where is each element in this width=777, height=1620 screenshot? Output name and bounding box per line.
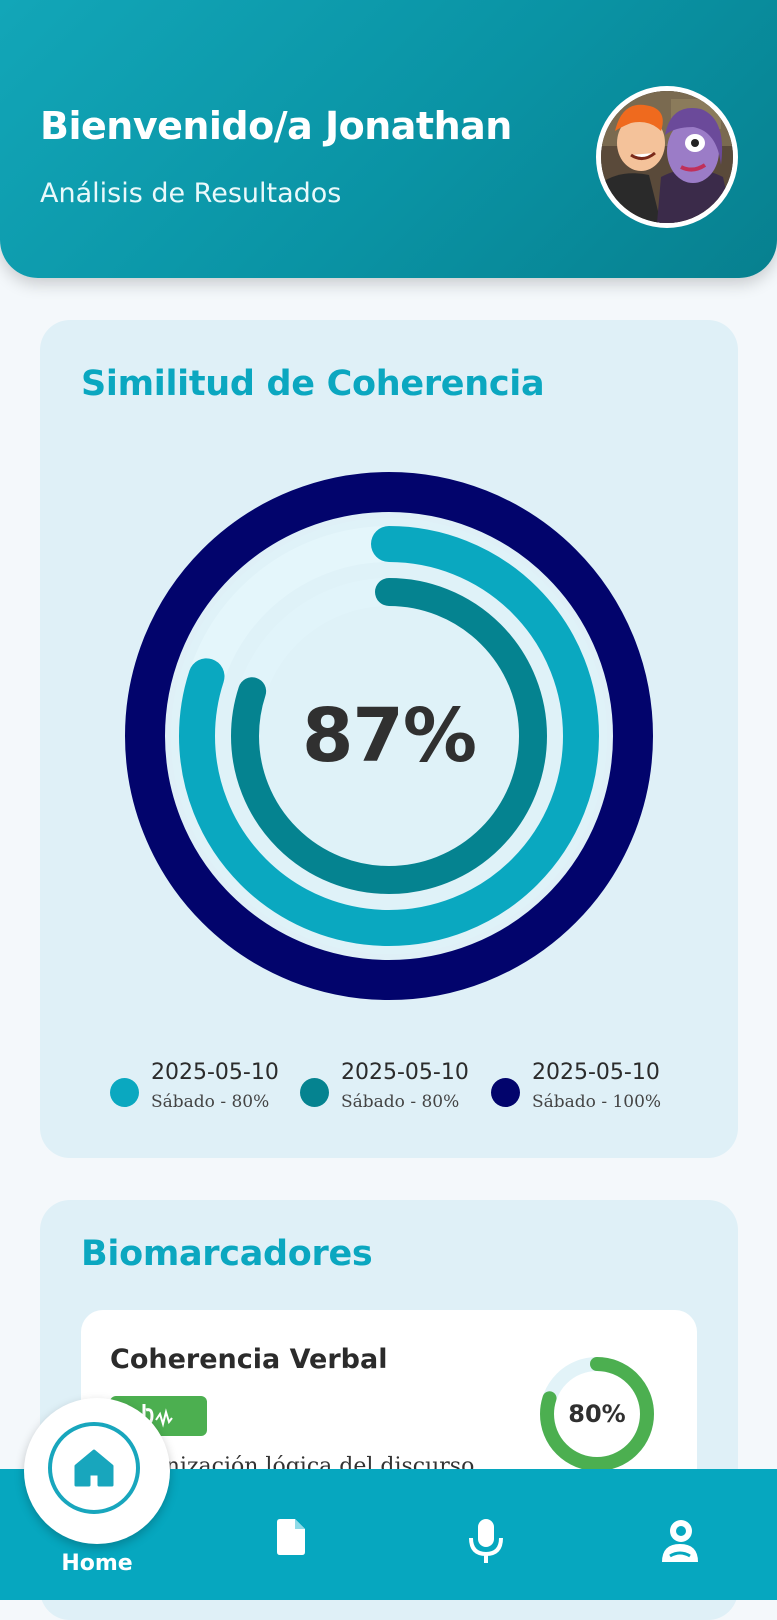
legend-dot — [491, 1078, 520, 1107]
nav-home-label: Home — [61, 1551, 133, 1576]
biomarker-value: 80% — [568, 1400, 626, 1428]
microphone-icon — [469, 1519, 503, 1563]
ring-chart-svg — [125, 472, 653, 1000]
coherence-ring-chart: 87% — [125, 472, 653, 1000]
legend-detail: Sábado - 80% — [151, 1092, 270, 1112]
coherence-card: Similitud de Coherencia 87% 2025-05-10 S… — [40, 320, 738, 1158]
legend-detail: Sábado - 100% — [532, 1092, 662, 1112]
legend-date: 2025-05-10 — [151, 1060, 279, 1085]
nav-home-ring — [48, 1422, 140, 1514]
biomarkers-title: Biomarcadores — [81, 1234, 373, 1274]
header: Bienvenido/a Jonathan Análisis de Result… — [0, 0, 777, 278]
biomarker-ring-svg — [540, 1357, 654, 1471]
coherence-title: Similitud de Coherencia — [81, 364, 545, 404]
biomarker-ring: 80% — [537, 1354, 657, 1474]
nav-documents-button[interactable] — [276, 1518, 306, 1560]
avatar-image — [601, 91, 733, 223]
ring-arc-2 — [231, 578, 547, 894]
legend-date: 2025-05-10 — [341, 1060, 469, 1085]
legend-detail: Sábado - 80% — [341, 1092, 460, 1112]
ring-outer — [125, 472, 653, 1000]
profile-icon — [662, 1520, 698, 1562]
nav-record-button[interactable] — [467, 1518, 505, 1568]
page-subtitle: Análisis de Resultados — [40, 178, 342, 209]
avatar[interactable] — [596, 86, 738, 228]
nav-profile-button[interactable] — [660, 1518, 700, 1568]
legend-dot — [300, 1078, 329, 1107]
ring-legend: 2025-05-10 Sábado - 80% 2025-05-10 Sábad… — [110, 1060, 710, 1120]
home-icon — [74, 1449, 114, 1487]
biomarker-name: Coherencia Verbal — [110, 1344, 388, 1375]
document-icon — [277, 1519, 305, 1555]
ring-arc-1 — [179, 526, 599, 946]
legend-date: 2025-05-10 — [532, 1060, 660, 1085]
nav-home-button[interactable] — [24, 1398, 170, 1544]
coherence-percentage: 87% — [301, 693, 477, 779]
mini-ring-arc — [540, 1357, 654, 1471]
legend-dot — [110, 1078, 139, 1107]
welcome-title: Bienvenido/a Jonathan — [40, 104, 512, 148]
